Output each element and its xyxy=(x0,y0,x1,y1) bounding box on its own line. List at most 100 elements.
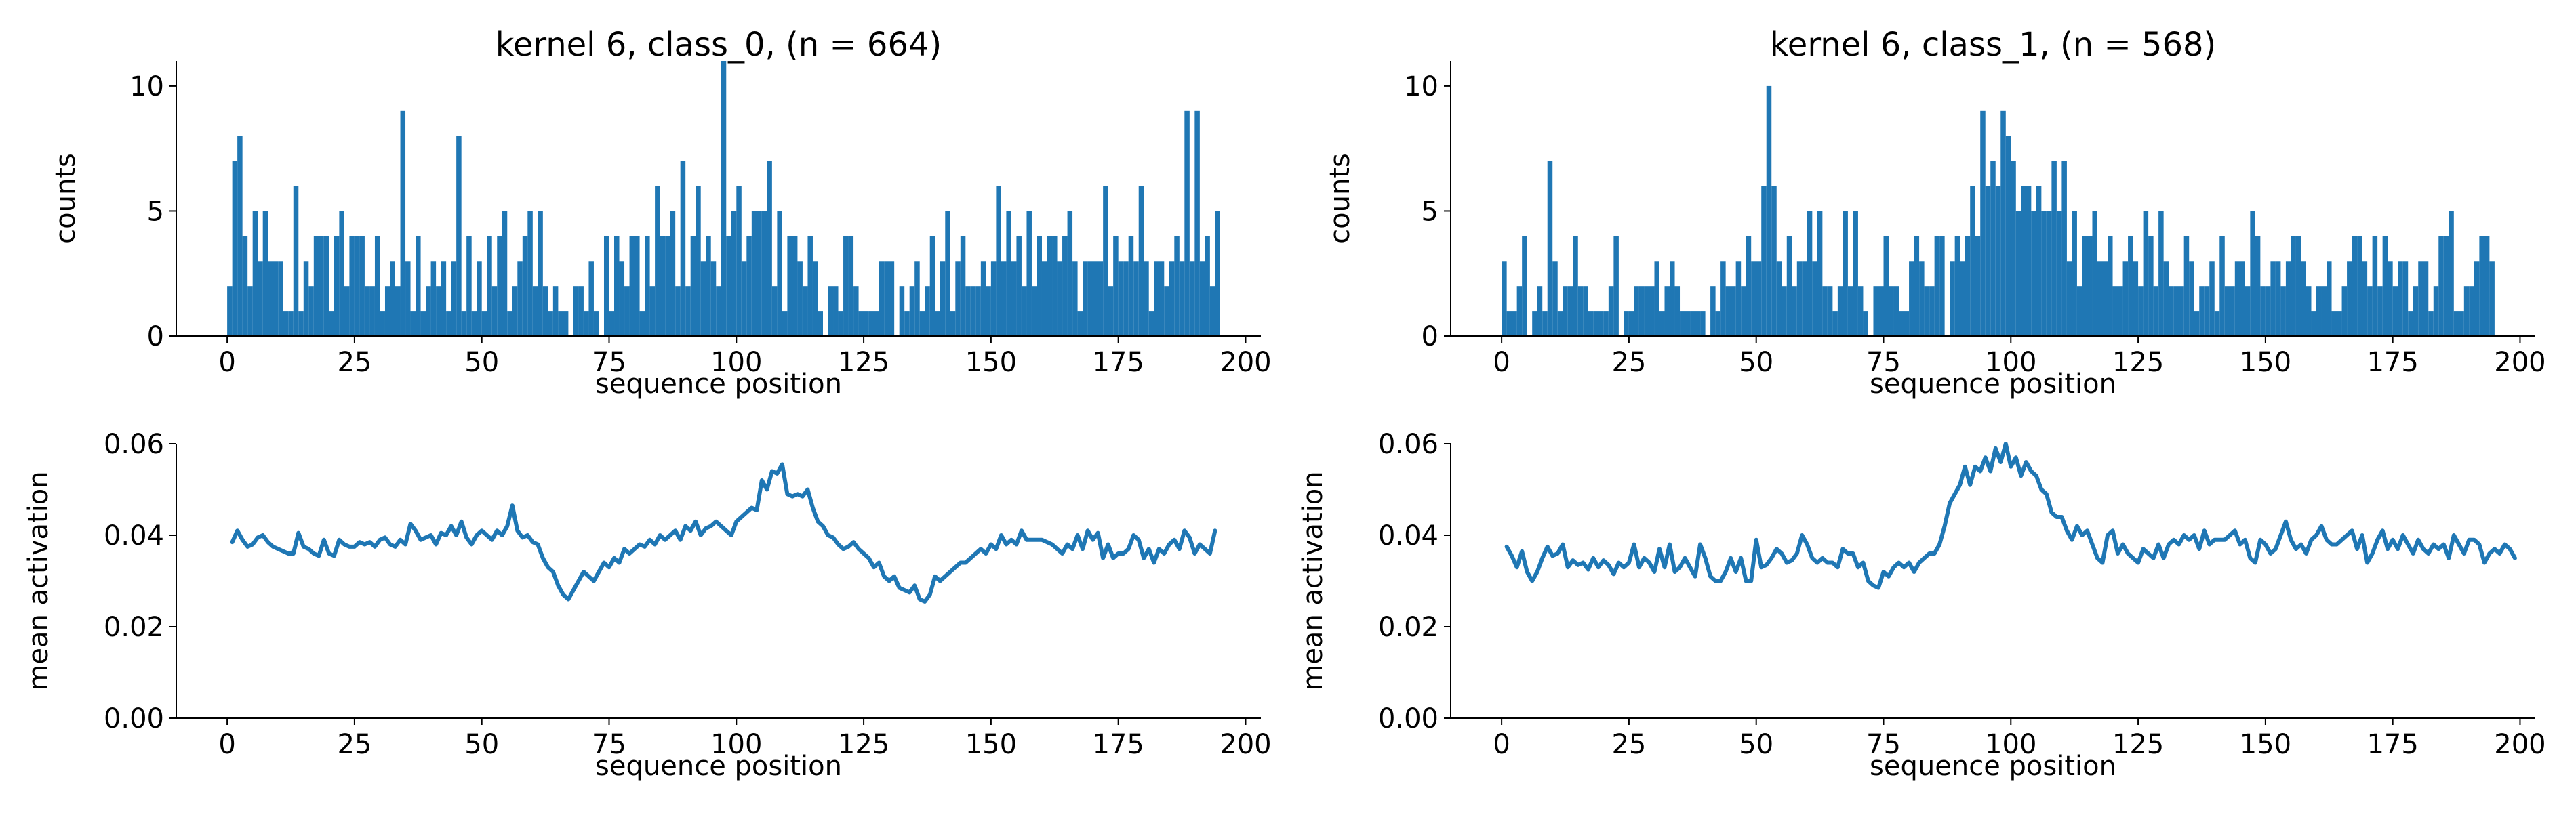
bar xyxy=(527,211,533,336)
series-line xyxy=(1504,442,2517,590)
bar xyxy=(2021,186,2026,336)
bar xyxy=(1965,236,1971,336)
bar xyxy=(996,186,1001,336)
bar xyxy=(1975,236,1981,336)
bar xyxy=(1199,261,1205,336)
bar xyxy=(843,236,849,336)
bar xyxy=(1209,286,1215,336)
bar xyxy=(1026,211,1032,336)
bar xyxy=(965,286,971,336)
bar xyxy=(2382,236,2388,336)
bar xyxy=(1690,311,1695,336)
bar xyxy=(573,286,579,336)
bar xyxy=(1001,261,1007,336)
x-tick-label: 175 xyxy=(2367,729,2418,760)
bar xyxy=(359,236,365,336)
bar xyxy=(2076,286,2082,336)
bar xyxy=(441,261,447,336)
bar xyxy=(1113,236,1119,336)
bar xyxy=(2295,236,2301,336)
bar xyxy=(1893,286,1899,336)
bar xyxy=(2179,286,2184,336)
bar xyxy=(1634,286,1639,336)
bar xyxy=(1011,261,1017,336)
y-tick-label: 0.06 xyxy=(104,429,164,460)
bar xyxy=(2056,211,2062,336)
bar xyxy=(2169,286,2174,336)
bar xyxy=(1016,236,1022,336)
bar xyxy=(1934,236,1940,336)
bar xyxy=(1980,110,1986,336)
y-tick-label: 0 xyxy=(1422,321,1438,352)
x-axis-label: sequence position xyxy=(1870,751,2116,782)
bar xyxy=(925,286,930,336)
x-tick-label: 200 xyxy=(2494,729,2545,760)
x-tick-label: 75 xyxy=(1866,347,1901,378)
y-tick-label: 10 xyxy=(1404,71,1438,102)
bar xyxy=(975,286,981,336)
bar xyxy=(2479,236,2484,336)
bar xyxy=(552,286,559,336)
bar xyxy=(2230,286,2235,336)
bar xyxy=(914,261,920,336)
x-tick-label: 125 xyxy=(838,729,889,760)
bar xyxy=(2026,186,2032,336)
bar xyxy=(2234,261,2240,336)
bar xyxy=(2474,261,2480,336)
chart-hist_class0: 0 25 50 75 100 125 150 175 200 0 5 10 sequence posit… xyxy=(50,26,1272,400)
bar xyxy=(1552,261,1558,336)
bar xyxy=(2265,286,2271,336)
bar xyxy=(970,286,976,336)
bar xyxy=(2138,286,2144,336)
chart-hist_class1: 0 25 50 75 100 125 150 175 200 0 5 10 sequence posit… xyxy=(1325,26,2546,400)
bar xyxy=(2158,211,2164,336)
bar xyxy=(2316,286,2322,336)
x-tick-label: 125 xyxy=(2112,729,2164,760)
bar xyxy=(298,311,304,336)
x-tick-label: 125 xyxy=(2112,347,2164,378)
y-tick-label: 0.04 xyxy=(1378,520,1438,551)
bar xyxy=(1179,261,1185,336)
bar xyxy=(1995,186,2001,336)
bar xyxy=(2367,286,2373,336)
bar xyxy=(741,261,747,336)
bar xyxy=(1108,286,1114,336)
bar xyxy=(2311,311,2316,336)
x-tick-label: 75 xyxy=(592,347,626,378)
bar xyxy=(624,286,630,336)
bar xyxy=(349,236,355,336)
bar xyxy=(746,236,752,336)
x-tick-label: 50 xyxy=(464,347,499,378)
bar xyxy=(945,211,950,336)
bar xyxy=(1843,211,1848,336)
bar xyxy=(2112,286,2118,336)
x-tick-label: 100 xyxy=(1985,729,2036,760)
bar xyxy=(1649,286,1655,336)
bar xyxy=(660,236,666,336)
bar xyxy=(899,286,905,336)
bar xyxy=(2449,211,2454,336)
panel-title: kernel 6, class_0, (n = 664) xyxy=(496,26,942,64)
y-tick-label: 0.02 xyxy=(1378,612,1438,643)
bar xyxy=(1557,311,1563,336)
bar xyxy=(2327,261,2332,336)
bar xyxy=(1021,286,1027,336)
bar xyxy=(904,311,910,336)
bar xyxy=(2291,236,2296,336)
bar xyxy=(2153,286,2159,336)
bar xyxy=(1083,261,1088,336)
bar xyxy=(731,211,737,336)
bar xyxy=(2280,286,2286,336)
x-tick-label: 100 xyxy=(710,347,762,378)
bar xyxy=(436,286,441,336)
x-tick-label: 50 xyxy=(1739,347,1773,378)
bar xyxy=(1042,261,1047,336)
bar xyxy=(1685,311,1691,336)
bar xyxy=(354,236,360,336)
bar xyxy=(1725,286,1731,336)
bar xyxy=(639,311,645,336)
bar xyxy=(710,261,717,336)
bar xyxy=(1715,311,1721,336)
bar xyxy=(2183,236,2190,336)
bar xyxy=(2352,236,2358,336)
